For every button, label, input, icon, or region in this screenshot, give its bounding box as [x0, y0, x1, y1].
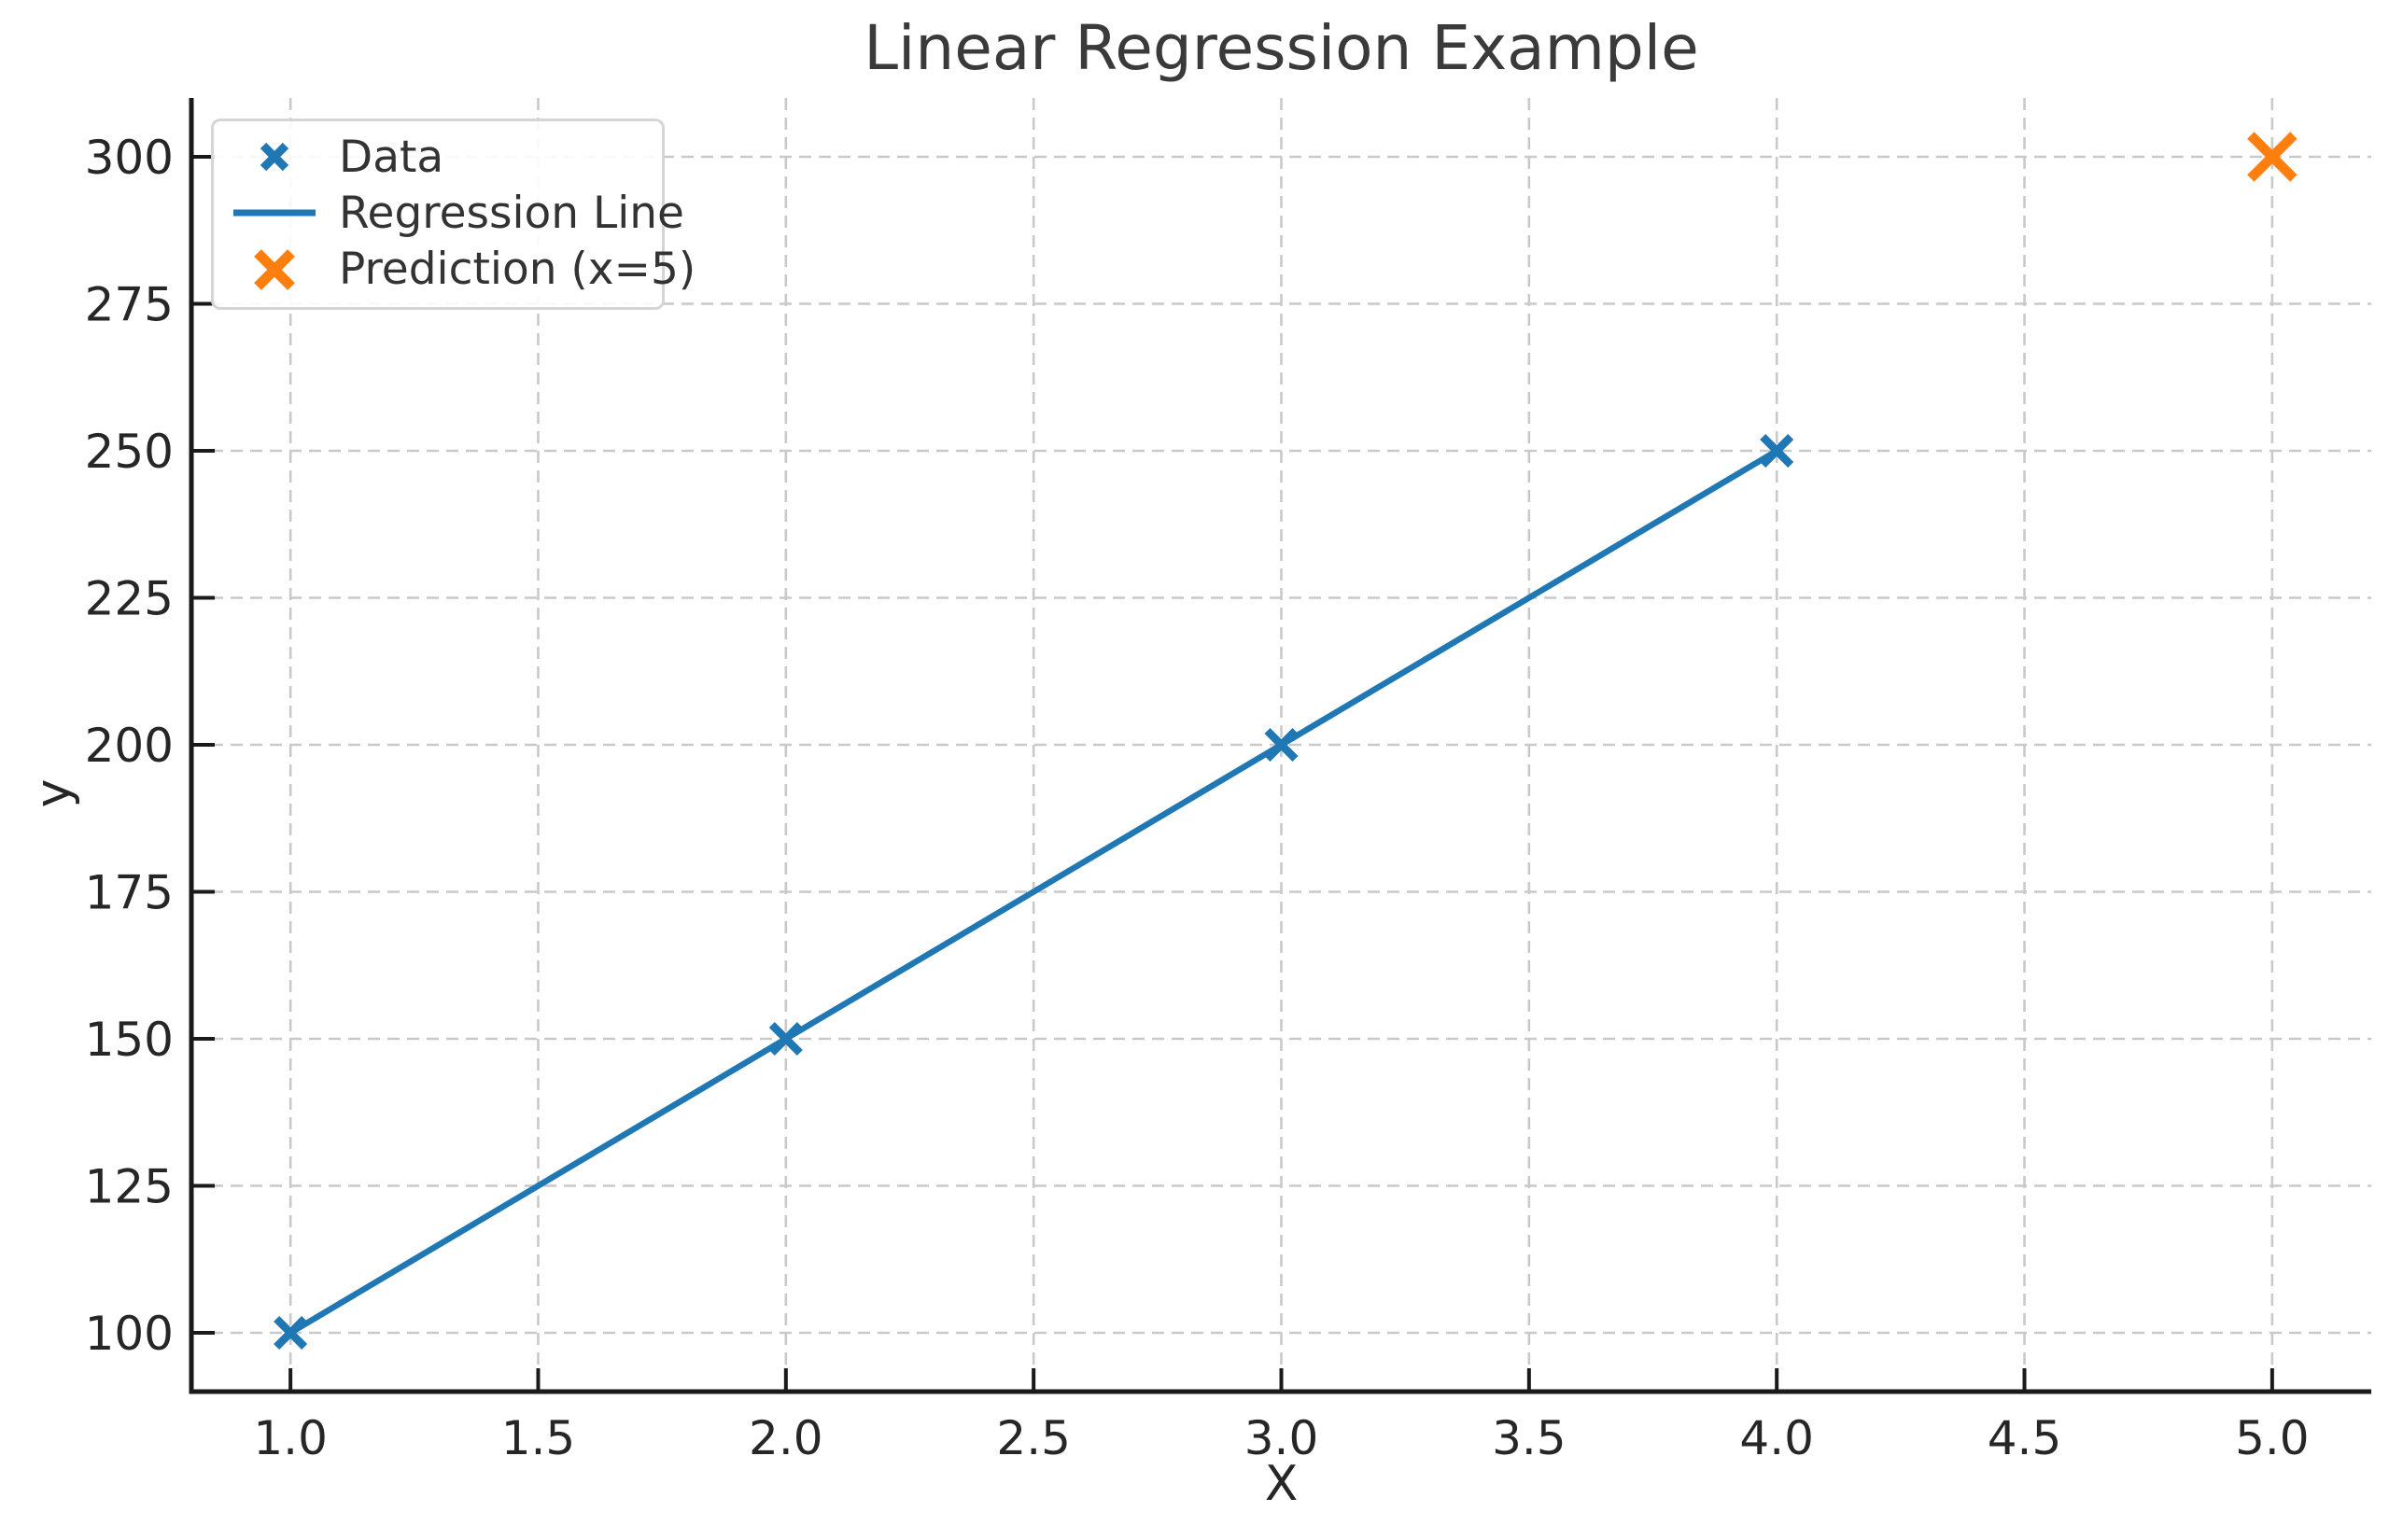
x-tick-label: 5.0 [2235, 1411, 2310, 1465]
y-tick-label: 150 [85, 1013, 174, 1067]
y-tick-label: 100 [85, 1307, 174, 1361]
x-tick-label: 1.5 [501, 1411, 576, 1465]
x-tick-label: 2.0 [749, 1411, 823, 1465]
legend-label-prediction: Prediction (x=5) [339, 244, 696, 296]
x-tick-labels: 1.0 1.5 2.0 2.5 3.0 3.5 4.0 4.5 5.0 [253, 1411, 2309, 1465]
orange-x-marker-icon [214, 245, 335, 294]
chart-title: Linear Regression Example [864, 12, 1699, 84]
legend-label-regression-line: Regression Line [339, 187, 684, 239]
blue-x-marker-icon [214, 140, 335, 174]
legend-row-data: Data [214, 129, 662, 185]
series-prediction-x-5-markers [2247, 132, 2298, 182]
blue-line-icon [214, 207, 335, 218]
data-marker [274, 1315, 308, 1351]
data-marker [768, 1021, 803, 1057]
x-tick-label: 2.5 [996, 1411, 1071, 1465]
legend-label-data: Data [339, 131, 444, 183]
x-tick-label: 4.0 [1739, 1411, 1814, 1465]
series-data-markers [274, 433, 1794, 1351]
x-axis-title: X [1264, 1456, 1299, 1512]
data-marker [1264, 727, 1299, 763]
y-tick-label: 275 [85, 278, 174, 332]
data-marker [1760, 433, 1794, 469]
y-axis-title: y [25, 778, 81, 808]
legend-row-regression-line: Regression Line [214, 185, 684, 241]
y-tick-label: 200 [85, 719, 174, 773]
y-tick-label: 225 [85, 572, 174, 626]
prediction-x-5-marker [2247, 132, 2298, 182]
x-tick-label: 3.5 [1492, 1411, 1567, 1465]
x-tick-label: 1.0 [253, 1411, 328, 1465]
legend: Data Regression Line Prediction (x=5) [211, 119, 696, 310]
x-tick-label: 3.0 [1244, 1411, 1319, 1465]
series-regression-line-line [287, 447, 1780, 1337]
y-tick-label: 125 [85, 1160, 174, 1214]
y-tick-labels: 100 125 150 175 200 225 250 275 300 [85, 131, 174, 1361]
x-tick-label: 4.5 [1988, 1411, 2062, 1465]
y-tick-label: 250 [85, 425, 174, 479]
axis-ticks [191, 155, 2274, 1392]
legend-row-prediction: Prediction (x=5) [214, 242, 696, 298]
y-tick-label: 300 [85, 131, 174, 185]
y-tick-label: 175 [85, 866, 174, 920]
